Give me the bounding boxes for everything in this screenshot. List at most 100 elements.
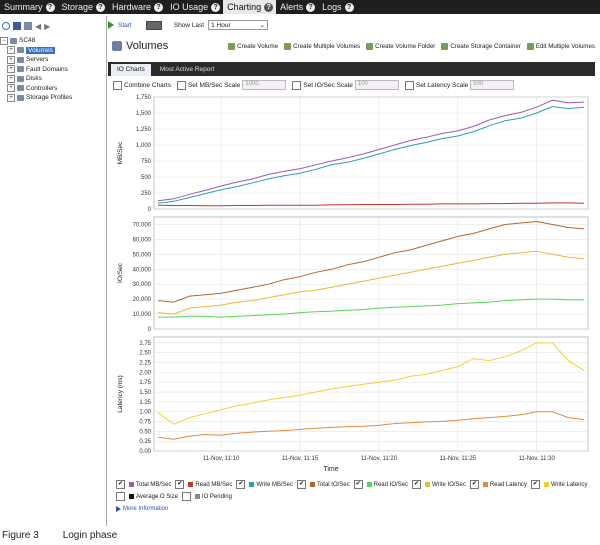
pane-divider[interactable] (106, 16, 107, 526)
help-icon[interactable]: ? (264, 2, 274, 12)
nav-tab-logs[interactable]: Logs? (318, 0, 357, 14)
legend-checkbox[interactable] (116, 492, 125, 501)
sidebar-item-servers[interactable]: + Servers (0, 55, 106, 65)
latency-scale-control[interactable]: Set Latency Scale 500 (404, 80, 515, 90)
legend-checkbox[interactable] (412, 480, 421, 489)
action-create-multiple-volumes[interactable]: Create Multiple Volumes (284, 43, 360, 50)
volumes-icon (112, 41, 122, 51)
legend-checkbox[interactable] (181, 492, 191, 501)
expand-icon[interactable]: + (7, 74, 15, 83)
plot-frame (153, 96, 589, 210)
nav-tab-storage[interactable]: Storage? (58, 0, 109, 14)
stop-icon[interactable] (145, 20, 162, 30)
panel-title: Volumes (112, 40, 168, 52)
more-information-text: More Information (123, 506, 169, 512)
legend-item[interactable]: Write IO/Sec (412, 480, 466, 489)
refresh-icon[interactable] (2, 22, 10, 30)
action-create-volume-folder[interactable]: Create Volume Folder (366, 43, 435, 50)
legend-item[interactable]: Total MB/Sec (116, 480, 171, 489)
folder-icon (17, 66, 24, 73)
nav-tab-io-usage[interactable]: IO Usage? (166, 0, 223, 14)
legend-item[interactable]: Total IO/Sec (296, 480, 350, 489)
checkbox-box[interactable] (292, 80, 302, 90)
tab-most-active-report[interactable]: Most Active Report (159, 66, 215, 73)
checkbox-box[interactable] (176, 80, 186, 90)
io-scale-control[interactable]: Set IO/Sec Scale 100 (292, 80, 399, 90)
checkbox-box[interactable] (113, 80, 122, 90)
expand-icon[interactable]: + (7, 55, 15, 64)
legend-label: Average O Size (136, 493, 178, 500)
legend-checkbox[interactable] (175, 480, 185, 489)
show-last-select[interactable]: 1 Hour ⌄ (208, 20, 269, 30)
action-icon (441, 43, 449, 50)
action-create-storage-container[interactable]: Create Storage Container (441, 43, 521, 50)
collapse-icon[interactable]: − (0, 36, 8, 45)
legend-checkbox[interactable] (530, 480, 540, 489)
save-icon[interactable] (13, 22, 21, 30)
expand-icon[interactable]: + (7, 46, 15, 55)
nav-tab-hardware[interactable]: Hardware? (108, 0, 166, 14)
y-tick-label: 30,000 (133, 282, 152, 288)
legend-item[interactable]: Read IO/Sec (353, 480, 408, 489)
show-last-value: 1 Hour (211, 21, 231, 29)
latency-scale-input[interactable]: 500 (470, 80, 515, 90)
legend-checkbox[interactable] (296, 480, 306, 489)
nav-tab-alerts[interactable]: Alerts? (276, 0, 318, 14)
io-scale-input[interactable]: 100 (354, 80, 399, 90)
y-tick-label: 1.00 (139, 410, 151, 416)
legend-item[interactable]: Write MB/Sec (236, 480, 293, 489)
mb-scale-label: Set MB/Sec Scale (187, 81, 241, 89)
mb-scale-input[interactable]: 1000 (242, 80, 287, 90)
help-icon[interactable]: ? (211, 2, 221, 12)
action-label: Edit Multiple Volumes (535, 43, 595, 50)
nav-tab-label: Summary (4, 2, 43, 12)
expand-icon[interactable]: + (7, 93, 15, 102)
y-axis-label: IO/Sec (117, 262, 124, 283)
tab-io-charts[interactable]: IO Charts (111, 64, 151, 76)
expand-icon[interactable]: + (7, 65, 15, 74)
sidebar-item-label: Servers (26, 56, 49, 64)
legend-checkbox[interactable] (236, 480, 246, 489)
nav-tab-charting[interactable]: Charting? (223, 0, 277, 14)
legend-item[interactable]: Write Latency (530, 480, 588, 489)
legend-item[interactable]: Read MB/Sec (175, 480, 232, 489)
play-icon[interactable] (108, 21, 114, 29)
left-toolbar: ◀ ▶ (0, 17, 107, 35)
action-edit-multiple-volumes[interactable]: Edit Multiple Volumes (526, 43, 595, 50)
y-axis-label: MB/Sec (117, 141, 124, 165)
legend-checkbox[interactable] (469, 480, 479, 489)
legend-checkbox[interactable] (116, 480, 125, 489)
folder-icon[interactable] (24, 22, 32, 30)
help-icon[interactable]: ? (154, 2, 164, 12)
help-icon[interactable]: ? (344, 2, 354, 12)
help-icon[interactable]: ? (45, 2, 55, 12)
legend-item[interactable]: Average O Size (116, 492, 178, 501)
more-information-link[interactable]: More Information (116, 506, 168, 512)
expand-icon[interactable]: + (7, 84, 15, 93)
help-icon[interactable]: ? (306, 2, 316, 12)
start-button[interactable]: Start (118, 21, 132, 29)
forward-arrow-icon[interactable]: ▶ (44, 21, 51, 31)
action-icon (526, 43, 534, 50)
sidebar-item-storage-profiles[interactable]: + Storage Profiles (0, 93, 106, 103)
help-icon[interactable]: ? (96, 2, 106, 12)
checkbox-box[interactable] (404, 80, 414, 90)
mb-scale-control[interactable]: Set MB/Sec Scale 1000 (176, 80, 287, 90)
sidebar-item-controllers[interactable]: + Controllers (0, 84, 106, 94)
legend-item[interactable]: IO Pending (181, 492, 232, 501)
combine-charts-checkbox[interactable]: Combine Charts (113, 80, 171, 90)
action-create-volume[interactable]: Create Volume (228, 43, 278, 50)
tree-root[interactable]: − SC48 (0, 36, 106, 46)
legend-label: Total MB/Sec (136, 481, 172, 488)
back-arrow-icon[interactable]: ◀ (35, 21, 42, 31)
legend-item[interactable]: Read Latency (469, 480, 527, 489)
storage-center-icon (10, 37, 17, 44)
folder-icon (17, 85, 24, 92)
legend-checkbox[interactable] (353, 480, 363, 489)
sidebar-item-disks[interactable]: + Disks (0, 74, 106, 84)
sidebar-item-volumes[interactable]: + Volumes (0, 46, 106, 56)
legend-swatch (482, 482, 488, 487)
io-scale-label: Set IO/Sec Scale (303, 81, 353, 89)
sidebar-item-fault-domains[interactable]: + Fault Domains (0, 65, 106, 75)
nav-tab-summary[interactable]: Summary? (0, 0, 58, 14)
